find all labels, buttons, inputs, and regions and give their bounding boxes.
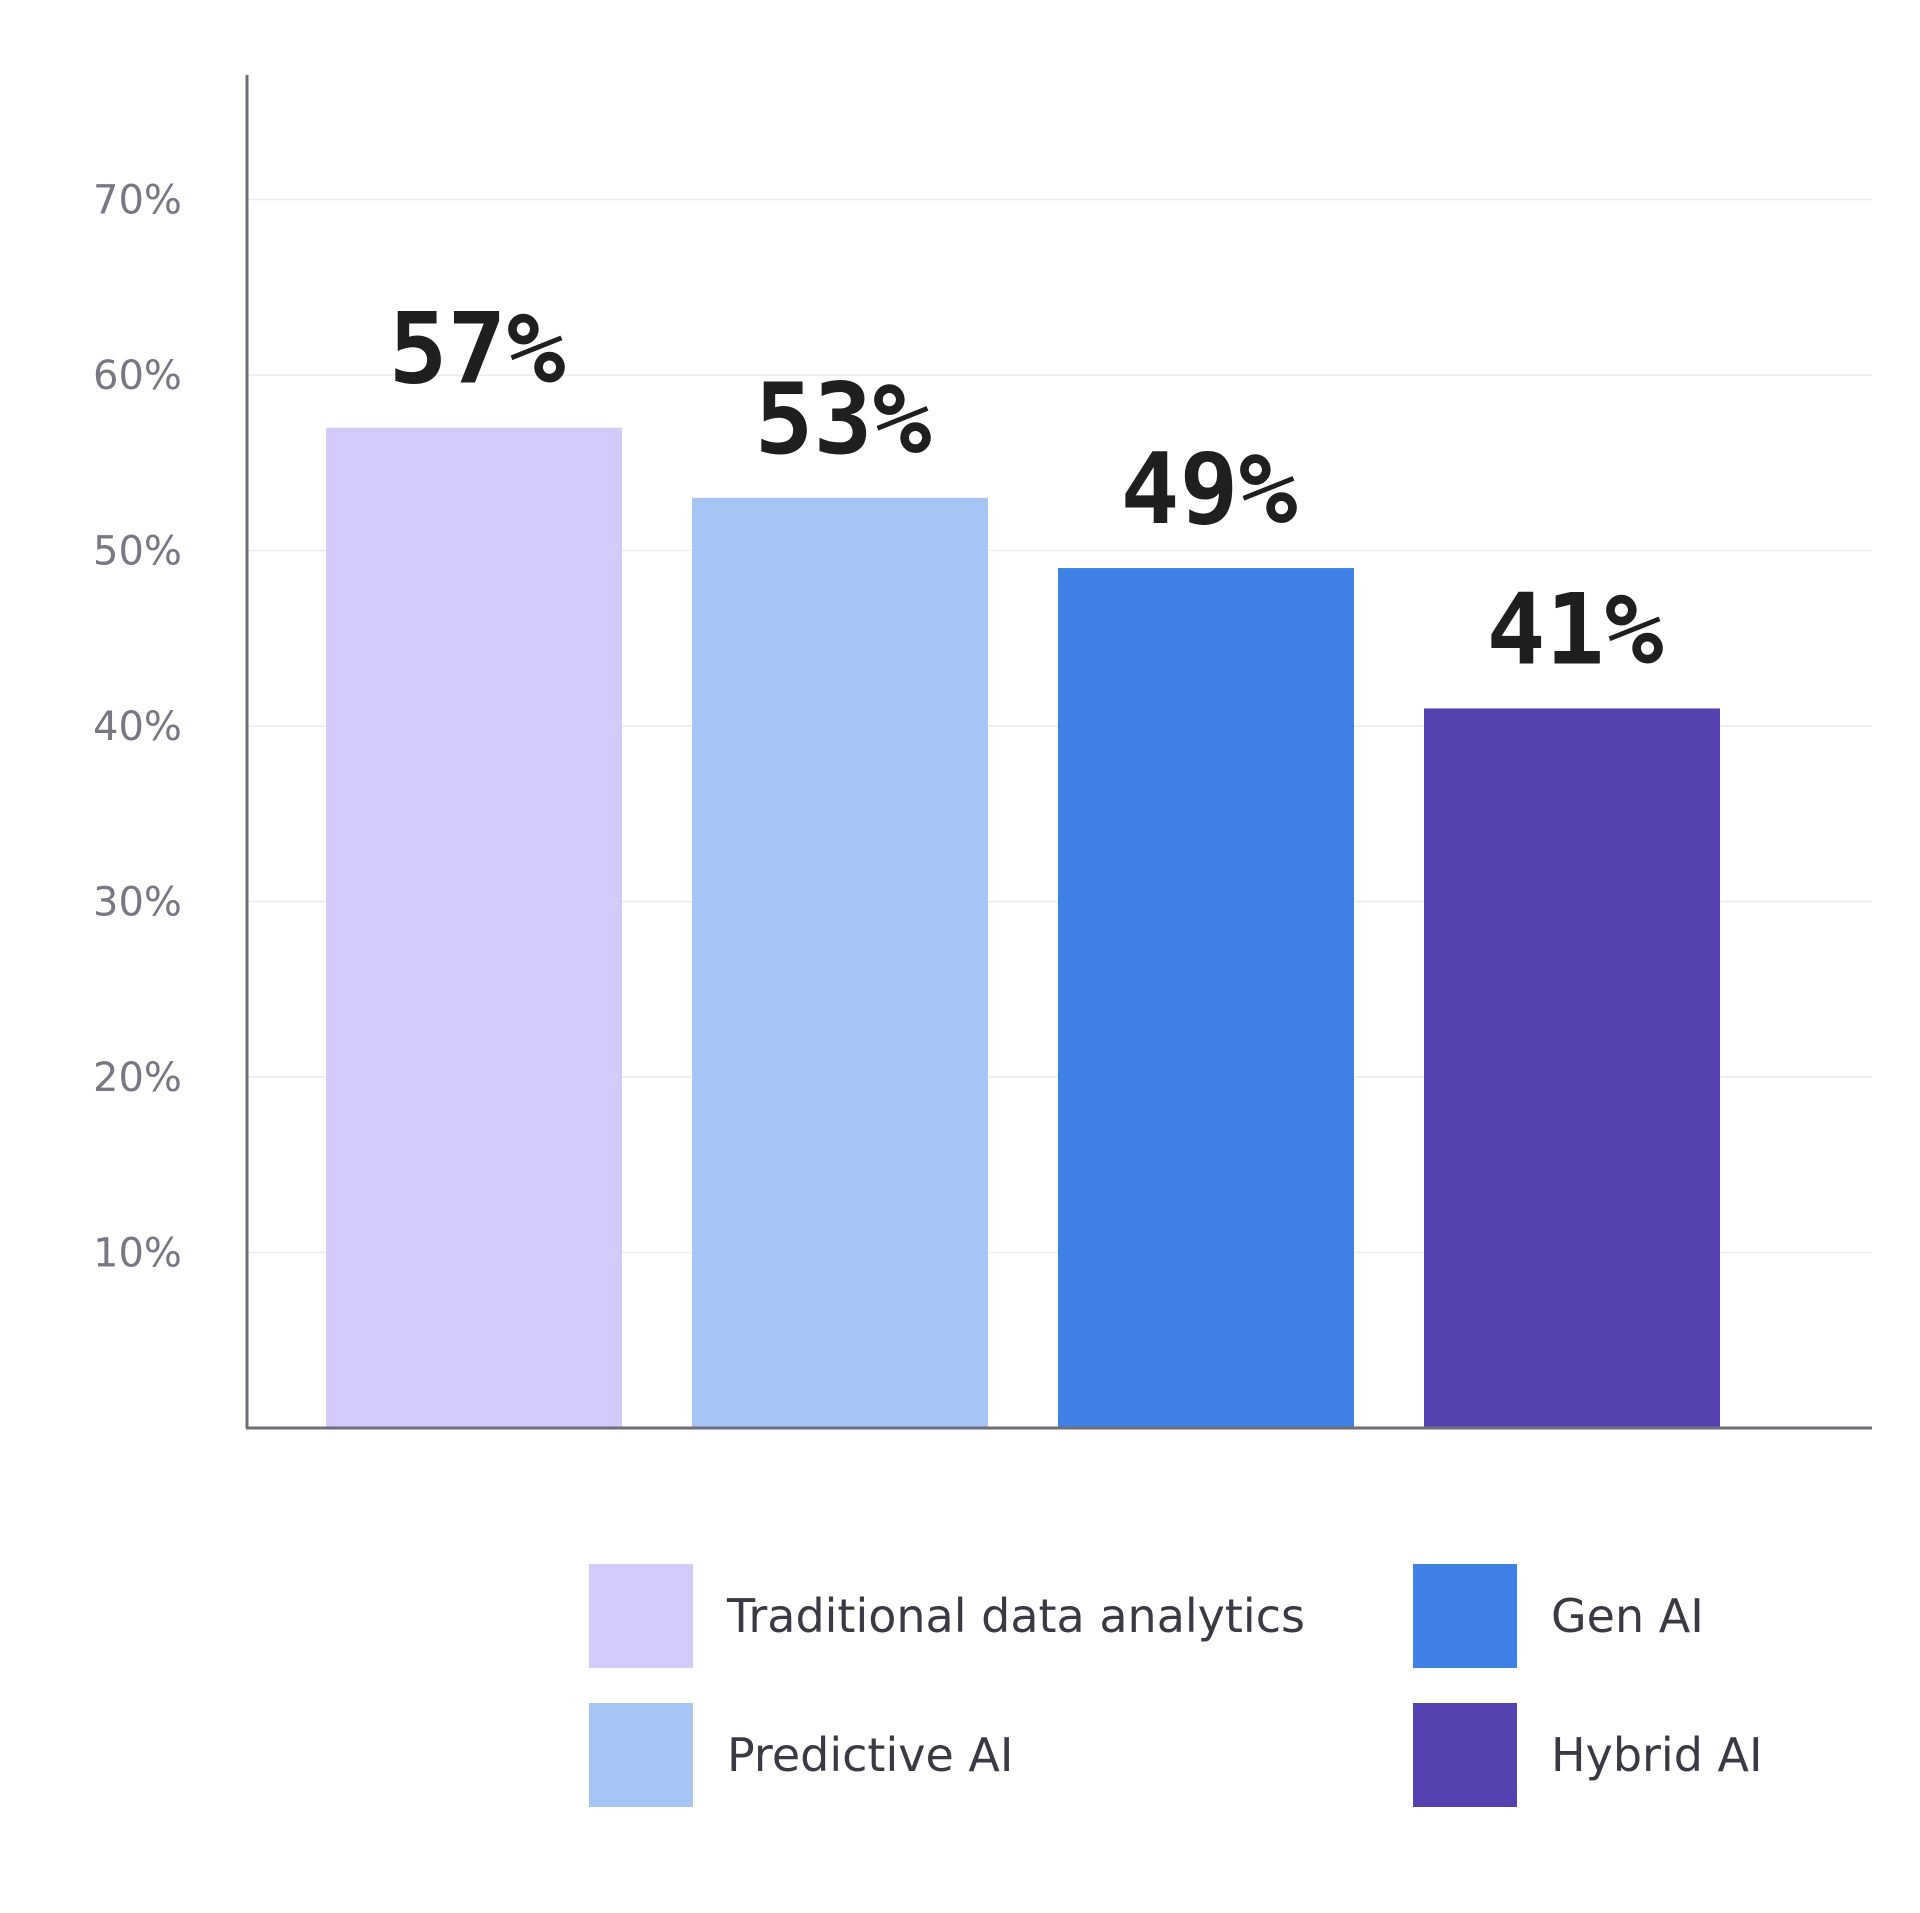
- y-tick-label: 20%: [93, 1055, 182, 1101]
- legend-swatch: [1413, 1703, 1517, 1807]
- legend-label: Hybrid AI: [1551, 1728, 1763, 1782]
- bar: [1058, 568, 1354, 1428]
- y-tick-label: 50%: [93, 529, 182, 575]
- bar: [326, 427, 622, 1428]
- legend-label: Gen AI: [1551, 1589, 1704, 1643]
- legend: Traditional data analytics Predictive AI G…: [589, 1564, 1763, 1807]
- y-tick-label: 10%: [93, 1231, 182, 1277]
- y-tick-label: 30%: [93, 880, 182, 926]
- y-tick-label: 60%: [93, 353, 182, 399]
- y-tick-label: 40%: [93, 704, 182, 750]
- legend-label: Predictive AI: [727, 1728, 1013, 1782]
- legend-label: Traditional data analytics: [726, 1589, 1305, 1643]
- bar-value-label: 41%: [1486, 573, 1663, 687]
- legend-swatch: [1413, 1564, 1517, 1668]
- bars: [326, 427, 1720, 1429]
- y-axis-ticks: 10% 20% 30% 40% 50% 60% 70%: [93, 178, 182, 1277]
- data-labels: 57% 53% 49% 41%: [388, 293, 1663, 688]
- bar-value-label: 49%: [1120, 433, 1297, 547]
- legend-swatch: [589, 1703, 693, 1807]
- bar-value-label: 57%: [388, 293, 565, 407]
- bar: [692, 497, 988, 1429]
- y-tick-label: 70%: [93, 178, 182, 224]
- bar-value-label: 53%: [754, 363, 931, 477]
- legend-swatch: [589, 1564, 693, 1668]
- bar: [1424, 708, 1720, 1428]
